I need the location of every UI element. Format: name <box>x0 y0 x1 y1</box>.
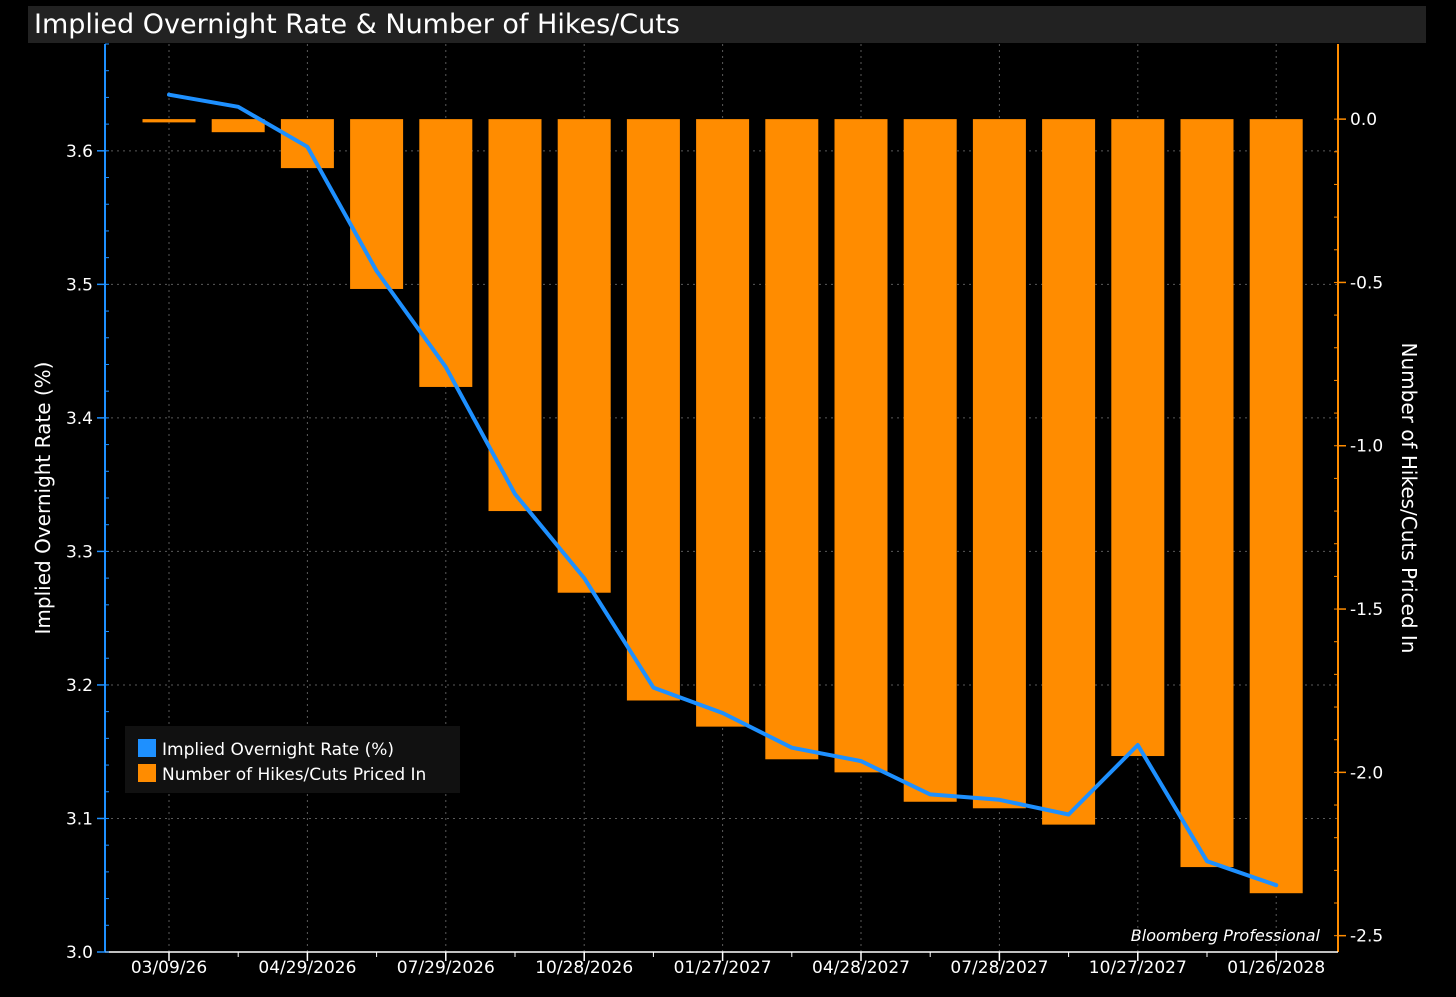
x-tick-label: 04/29/2026 <box>258 958 356 978</box>
bar <box>834 119 888 773</box>
line-point <box>1067 812 1071 816</box>
x-tick-label: 01/26/2028 <box>1227 958 1325 978</box>
chart-title: Implied Overnight Rate & Number of Hikes… <box>28 6 1426 43</box>
line-point <box>444 365 448 369</box>
bar <box>419 119 473 387</box>
source-watermark: Bloomberg Professional <box>1131 926 1321 945</box>
left-tick-label: 3.5 <box>66 275 93 295</box>
line-point <box>1205 859 1209 863</box>
bar <box>488 119 542 512</box>
right-tick-label: -2.5 <box>1350 927 1383 947</box>
line-point <box>651 686 655 690</box>
bar-series <box>142 119 1303 894</box>
legend-swatch-line <box>138 739 156 757</box>
x-axis-ticks: 03/09/26 04/29/2026 07/29/2026 10/28/2026 01… <box>131 952 1325 978</box>
legend-box <box>125 726 460 793</box>
line-point <box>928 792 932 796</box>
bar <box>696 119 750 727</box>
x-tick-label: 03/09/26 <box>131 958 207 978</box>
bar <box>1249 119 1303 894</box>
bar <box>1042 119 1096 825</box>
legend-label-bar: Number of Hikes/Cuts Priced In <box>162 765 426 785</box>
bar <box>280 119 334 169</box>
line-point <box>167 93 171 97</box>
left-axis-ticks: 3.0 3.1 3.2 3.3 3.4 3.5 3.6 <box>66 43 109 963</box>
right-tick-label: -0.5 <box>1350 273 1383 293</box>
bar <box>626 119 680 701</box>
right-tick-label: -1.5 <box>1350 600 1383 620</box>
line-series <box>167 92 1279 888</box>
right-tick-label: -1.0 <box>1350 437 1383 457</box>
left-tick-label: 3.0 <box>66 943 93 963</box>
right-tick-label: 0.0 <box>1350 110 1377 130</box>
line-point <box>1136 743 1140 747</box>
bar <box>1180 119 1234 868</box>
bar <box>350 119 404 289</box>
left-tick-label: 3.4 <box>66 409 93 429</box>
line-point <box>721 711 725 715</box>
left-tick-label: 3.3 <box>66 542 93 562</box>
x-tick-label: 01/27/2027 <box>674 958 772 978</box>
bar <box>1111 119 1165 757</box>
line-point <box>236 105 240 109</box>
line-point <box>1274 883 1278 887</box>
left-tick-label: 3.1 <box>66 809 93 829</box>
bar <box>211 119 265 133</box>
x-tick-label: 07/29/2026 <box>397 958 495 978</box>
left-axis-title: Implied Overnight Rate (%) <box>31 362 55 635</box>
right-tick-label: -2.0 <box>1350 763 1383 783</box>
bar <box>142 119 196 123</box>
legend-swatch-bar <box>138 764 156 782</box>
x-tick-label: 10/28/2026 <box>535 958 633 978</box>
x-tick-label: 07/28/2027 <box>950 958 1048 978</box>
line-point <box>790 746 794 750</box>
x-tick-label: 04/28/2027 <box>812 958 910 978</box>
x-tick-label: 10/27/2027 <box>1089 958 1187 978</box>
bar <box>765 119 819 760</box>
bar <box>903 119 957 802</box>
line-point <box>582 576 586 580</box>
line-point <box>513 492 517 496</box>
line-point <box>305 145 309 149</box>
right-axis-ticks: 0.0 -0.5 -1.0 -1.5 -2.0 -2.5 <box>1334 110 1383 947</box>
legend-label-line: Implied Overnight Rate (%) <box>162 740 394 760</box>
right-axis-title: Number of Hikes/Cuts Priced In <box>1397 343 1421 654</box>
bar <box>972 119 1026 809</box>
bar <box>557 119 611 593</box>
line-point <box>859 759 863 763</box>
left-tick-label: 3.6 <box>66 142 93 162</box>
legend: Implied Overnight Rate (%) Number of Hik… <box>125 726 460 793</box>
line-point <box>997 798 1001 802</box>
left-tick-label: 3.2 <box>66 676 93 696</box>
line-point <box>375 269 379 273</box>
